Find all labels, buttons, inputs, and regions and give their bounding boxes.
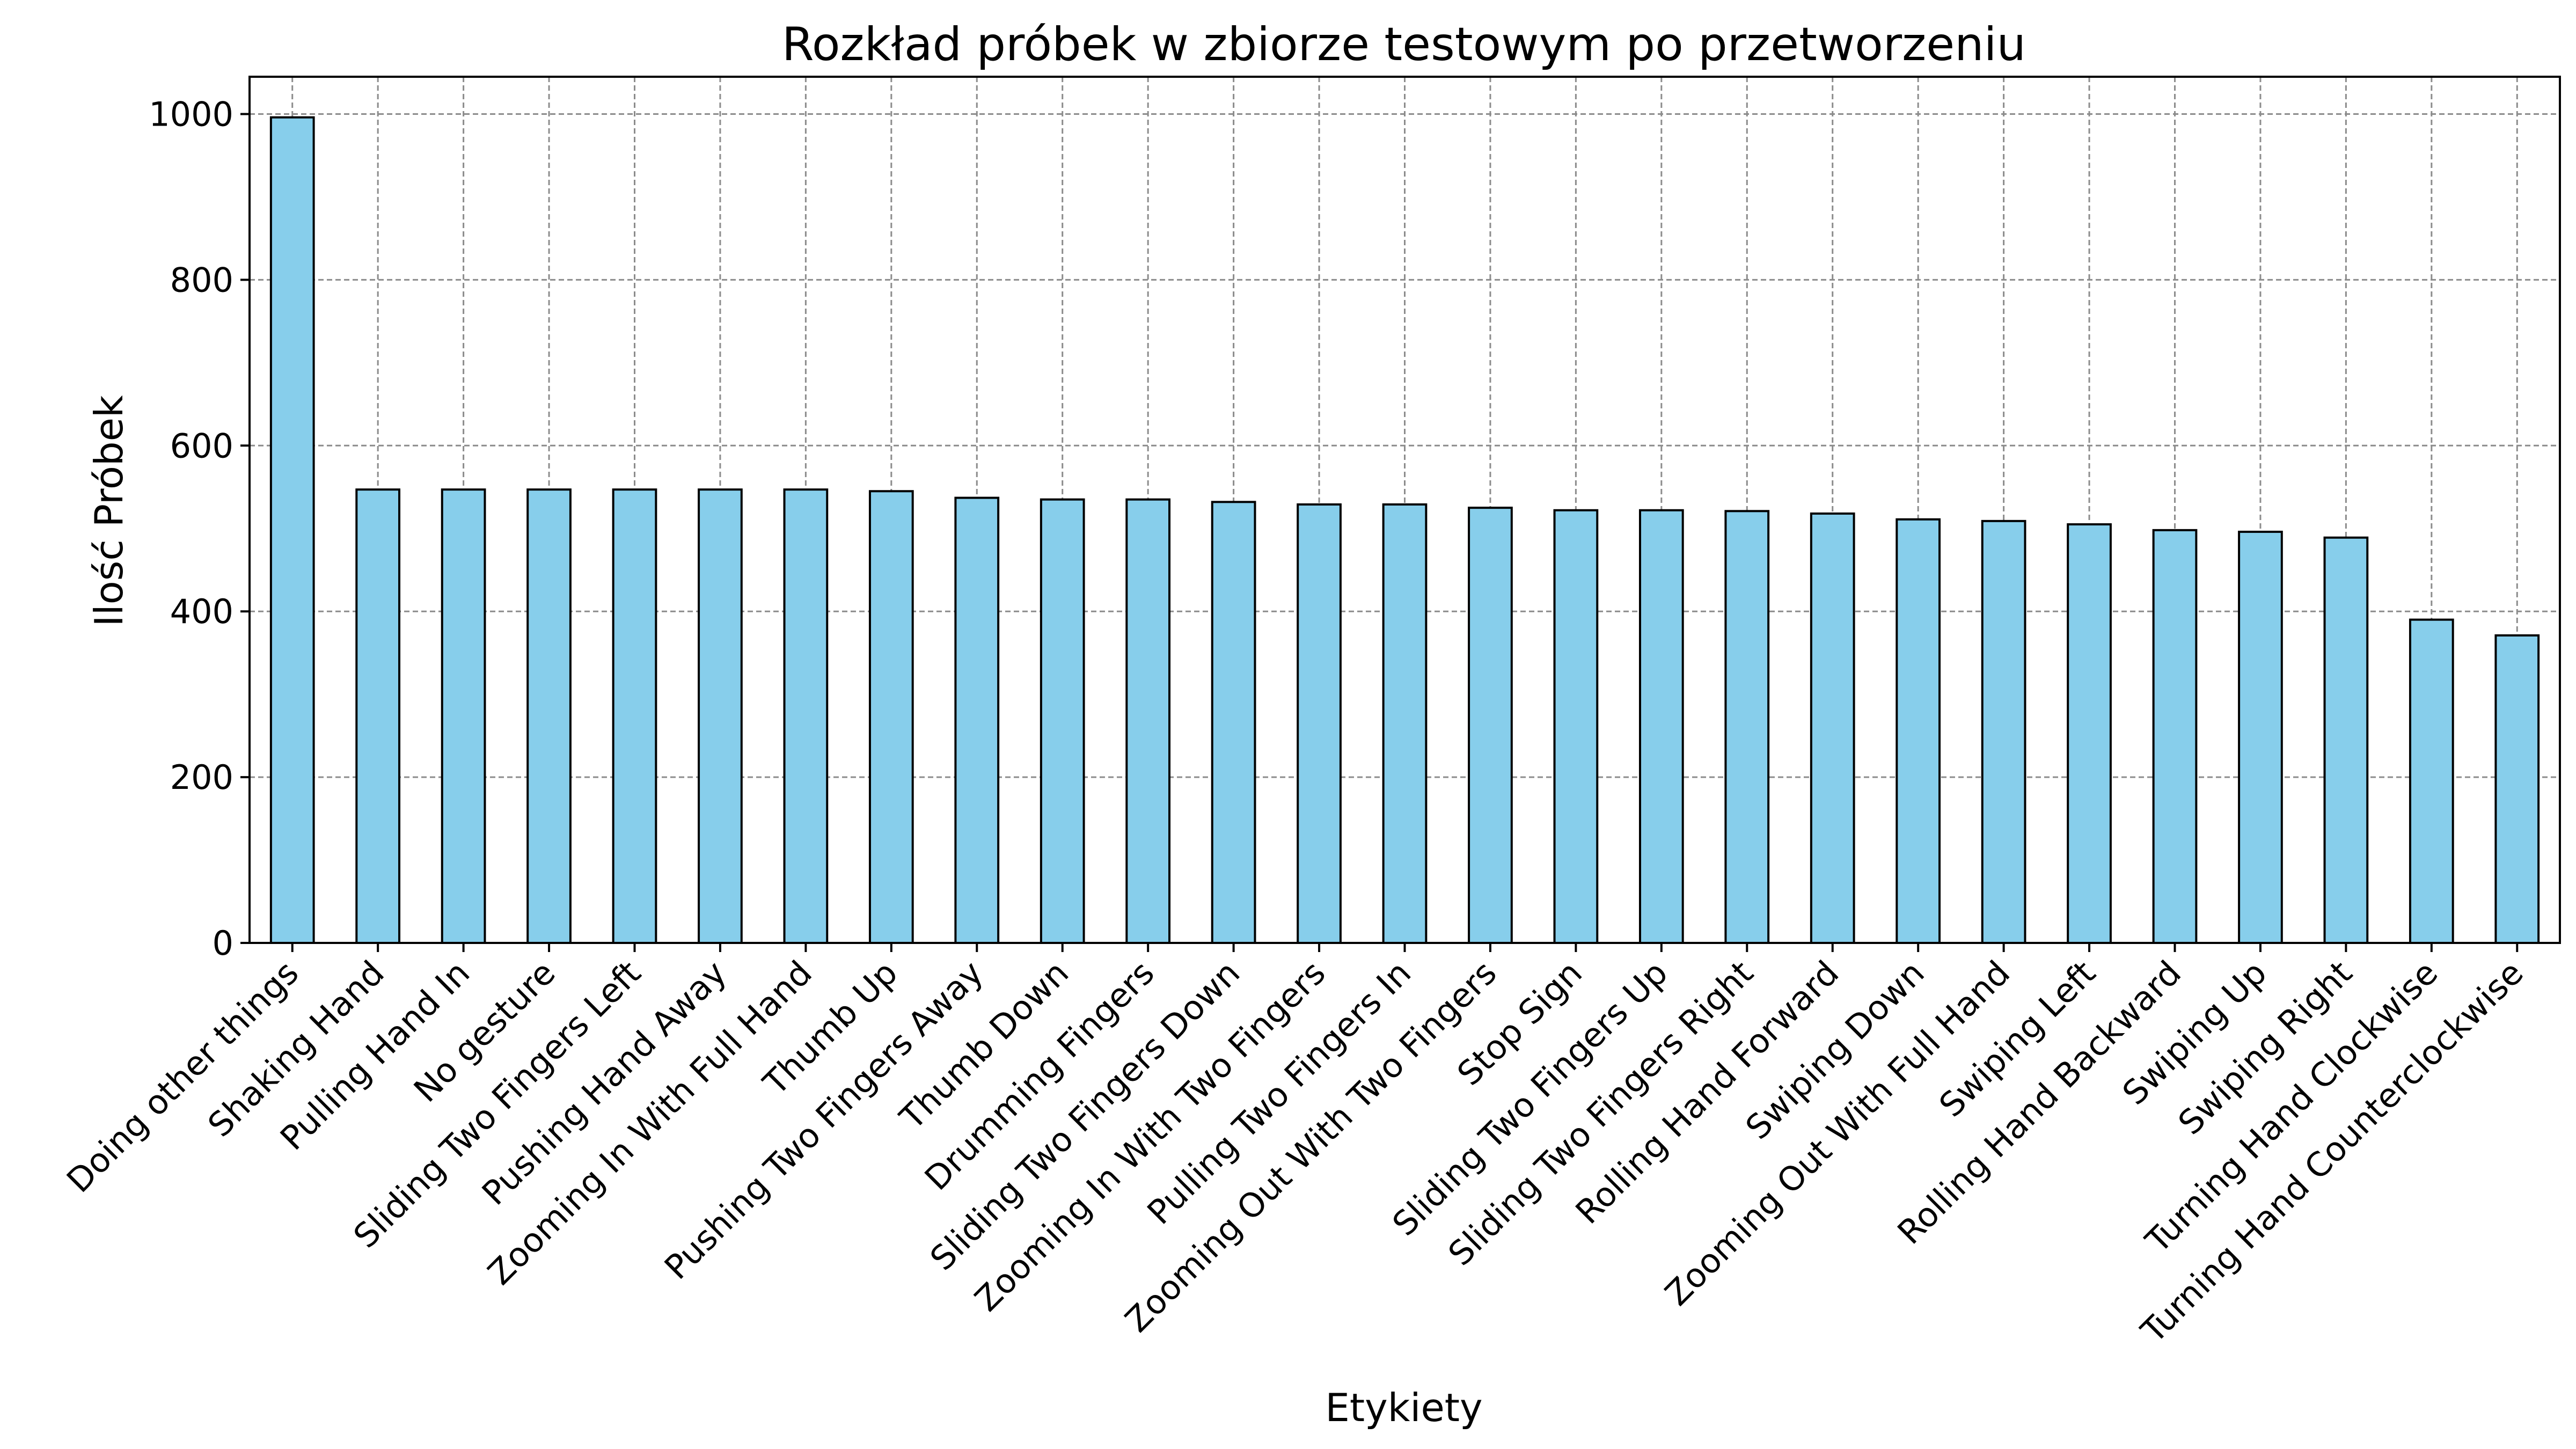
y-axis: 0 200 400 600 800 1000 xyxy=(149,95,250,963)
bar xyxy=(1638,509,1684,944)
chart-title: Rozkład próbek w zbiorze testowym po prz… xyxy=(782,18,2026,71)
bar xyxy=(526,488,572,944)
bar xyxy=(1553,509,1599,944)
bar xyxy=(355,488,401,944)
y-tick-label: 600 xyxy=(170,426,233,465)
bar xyxy=(1810,512,1855,944)
y-tick-label: 0 xyxy=(213,924,233,963)
y-tick-label: 1000 xyxy=(149,95,233,134)
bar xyxy=(2067,523,2112,944)
bar xyxy=(698,488,743,944)
bars xyxy=(269,116,2540,944)
y-tick-label: 200 xyxy=(170,758,233,797)
bar xyxy=(1896,518,1941,944)
bar xyxy=(612,488,657,944)
bar xyxy=(1211,501,1256,944)
bar xyxy=(954,496,1000,944)
bar xyxy=(441,488,486,944)
bar xyxy=(2152,529,2198,944)
bar xyxy=(1040,498,1085,944)
y-tick-label: 800 xyxy=(170,260,233,299)
bar xyxy=(783,488,829,944)
bar xyxy=(1724,510,1770,944)
bar xyxy=(269,116,315,944)
bar xyxy=(1468,507,1513,944)
bar xyxy=(2238,530,2283,944)
y-axis-label: Ilość Próbek xyxy=(86,395,131,626)
x-axis-label: Etykiety xyxy=(1325,1385,1482,1430)
bar xyxy=(2494,634,2540,944)
y-tick-label: 400 xyxy=(170,592,233,631)
bar xyxy=(1382,503,1428,944)
bar xyxy=(868,490,914,944)
bar xyxy=(1125,498,1171,944)
bar xyxy=(1981,519,2026,944)
bar xyxy=(1297,503,1342,944)
bar xyxy=(2323,536,2369,944)
bar xyxy=(2409,618,2454,944)
